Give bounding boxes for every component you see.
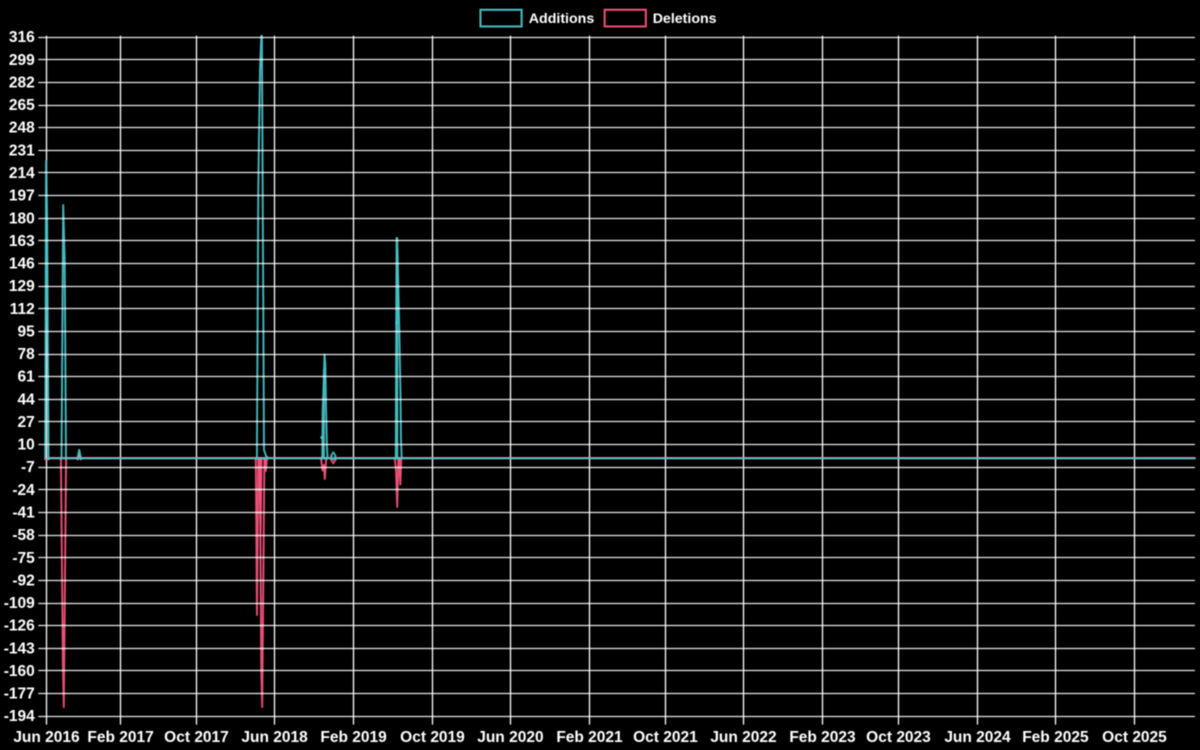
svg-text:129: 129 — [9, 278, 35, 295]
svg-text:-75: -75 — [12, 550, 35, 567]
svg-text:Feb 2021: Feb 2021 — [556, 729, 623, 746]
svg-text:Jun 2018: Jun 2018 — [241, 729, 308, 746]
svg-text:61: 61 — [18, 369, 36, 386]
svg-text:Oct 2017: Oct 2017 — [164, 729, 229, 746]
svg-text:265: 265 — [9, 97, 35, 114]
svg-text:-58: -58 — [12, 527, 35, 544]
svg-text:-177: -177 — [4, 686, 35, 703]
svg-text:-194: -194 — [4, 708, 35, 725]
svg-text:Feb 2023: Feb 2023 — [789, 729, 856, 746]
svg-text:-160: -160 — [4, 663, 35, 680]
svg-text:-143: -143 — [4, 640, 35, 657]
svg-text:Feb 2019: Feb 2019 — [320, 729, 387, 746]
svg-text:214: 214 — [9, 165, 35, 182]
svg-text:-7: -7 — [21, 459, 35, 476]
svg-text:282: 282 — [9, 74, 35, 91]
svg-text:78: 78 — [18, 346, 36, 363]
svg-text:Jun 2024: Jun 2024 — [944, 729, 1011, 746]
svg-text:180: 180 — [9, 210, 35, 227]
svg-text:Feb 2017: Feb 2017 — [87, 729, 153, 746]
svg-text:10: 10 — [18, 437, 35, 454]
svg-text:Oct 2021: Oct 2021 — [633, 729, 698, 746]
svg-text:-92: -92 — [12, 572, 34, 589]
svg-text:316: 316 — [9, 29, 35, 46]
svg-text:163: 163 — [9, 233, 35, 250]
svg-text:-41: -41 — [12, 505, 35, 522]
svg-text:231: 231 — [9, 142, 35, 159]
svg-text:112: 112 — [10, 301, 35, 318]
svg-text:Jun 2022: Jun 2022 — [710, 729, 776, 746]
svg-text:27: 27 — [18, 414, 35, 431]
svg-text:146: 146 — [9, 256, 35, 273]
svg-text:-109: -109 — [4, 595, 35, 612]
svg-text:Oct 2025: Oct 2025 — [1102, 729, 1167, 746]
svg-text:44: 44 — [18, 391, 36, 408]
svg-text:-24: -24 — [12, 482, 35, 499]
svg-text:Additions: Additions — [529, 11, 595, 27]
svg-text:248: 248 — [9, 120, 35, 137]
svg-text:95: 95 — [18, 323, 36, 340]
svg-text:Oct 2019: Oct 2019 — [400, 729, 465, 746]
svg-text:Jun 2016: Jun 2016 — [13, 729, 80, 746]
svg-text:Feb 2025: Feb 2025 — [1022, 729, 1089, 746]
svg-text:Oct 2023: Oct 2023 — [866, 729, 931, 746]
svg-text:Jun 2020: Jun 2020 — [477, 729, 543, 746]
svg-text:197: 197 — [9, 188, 35, 205]
svg-text:Deletions: Deletions — [653, 11, 717, 27]
svg-text:299: 299 — [9, 52, 35, 69]
svg-text:-126: -126 — [4, 618, 35, 635]
